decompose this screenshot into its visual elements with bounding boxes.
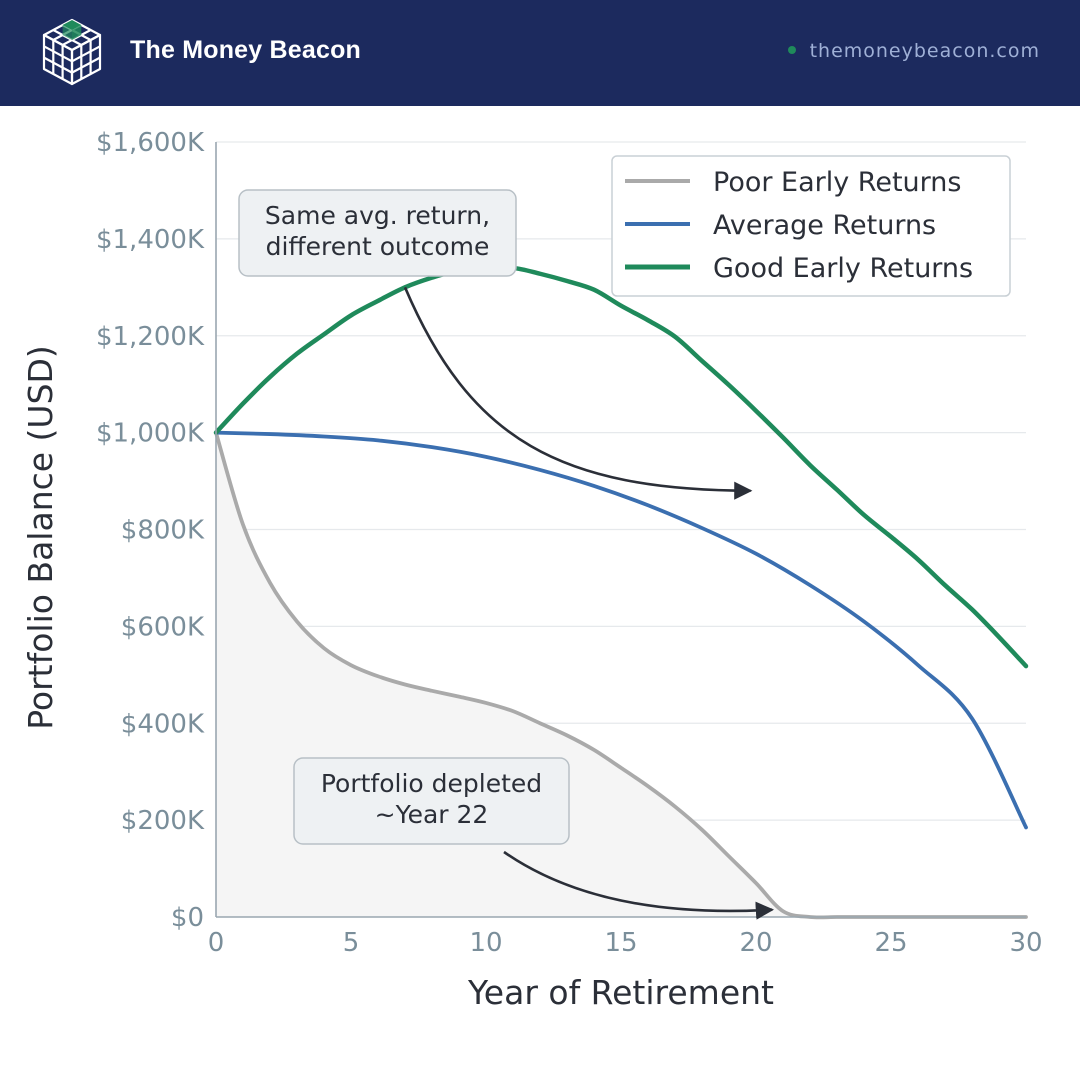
- series-line-average-returns: [214, 430, 1028, 830]
- series-line-good-early-returns: [213, 265, 1029, 669]
- annotation-text: Portfolio depleted: [321, 769, 542, 798]
- brand-name: The Money Beacon: [130, 36, 362, 64]
- y-tick-label: $600K: [121, 612, 205, 642]
- y-tick-label: $0: [171, 903, 204, 933]
- y-tick-label: $1,000K: [96, 419, 205, 449]
- annotations: Same avg. return,different outcome Portfo…: [238, 189, 775, 920]
- y-tick-label: $1,600K: [96, 128, 205, 158]
- y-tick-label: $1,200K: [96, 322, 205, 352]
- status-dot-icon: [787, 45, 796, 54]
- x-tick-label: 5: [343, 928, 360, 958]
- annotation-text: ~Year 22: [375, 800, 489, 829]
- x-tick-label: 15: [604, 928, 637, 958]
- site-url-text: themoneybeacon.com: [809, 40, 1040, 62]
- annotation-arrow: [503, 850, 775, 920]
- annotation-arrow: [403, 286, 753, 500]
- y-axis-title: Portfolio Balance (USD): [21, 345, 60, 730]
- x-tick-label: 0: [208, 928, 225, 958]
- legend-label: Poor Early Returns: [713, 167, 961, 198]
- y-tick-label: $200K: [121, 806, 205, 836]
- axes: [215, 142, 1026, 918]
- cube-grid-icon: [42, 18, 102, 86]
- legend: Poor Early Returns Average Returns Good Ea…: [611, 155, 1011, 297]
- y-tick-label: $400K: [121, 709, 205, 739]
- legend-box: [611, 155, 1011, 297]
- y-tick-label: $800K: [121, 516, 205, 546]
- annotation-box: [293, 757, 570, 845]
- x-tick-label: 20: [739, 928, 772, 958]
- x-tick-label: 10: [469, 928, 502, 958]
- line-chart: $0 $200K $400K $600K $800K $1,000K $1,200K $1,4…: [21, 128, 1043, 1012]
- x-axis-title: Year of Retirement: [467, 973, 774, 1012]
- legend-label: Average Returns: [713, 210, 936, 241]
- tick-labels: $0 $200K $400K $600K $800K $1,000K $1,200K $1,4…: [21, 128, 1043, 1012]
- x-tick-label: 30: [1009, 928, 1042, 958]
- x-tick-label: 25: [874, 928, 907, 958]
- site-url[interactable]: themoneybeacon.com: [787, 40, 1040, 62]
- y-tick-label: $1,400K: [96, 225, 205, 255]
- annotation-text: Same avg. return,: [265, 201, 490, 230]
- annotation-box: [238, 189, 517, 277]
- legend-label: Good Early Returns: [713, 253, 973, 284]
- annotation-text: different outcome: [266, 232, 490, 261]
- header-bar: The Money Beacon themoneybeacon.com: [0, 0, 1080, 106]
